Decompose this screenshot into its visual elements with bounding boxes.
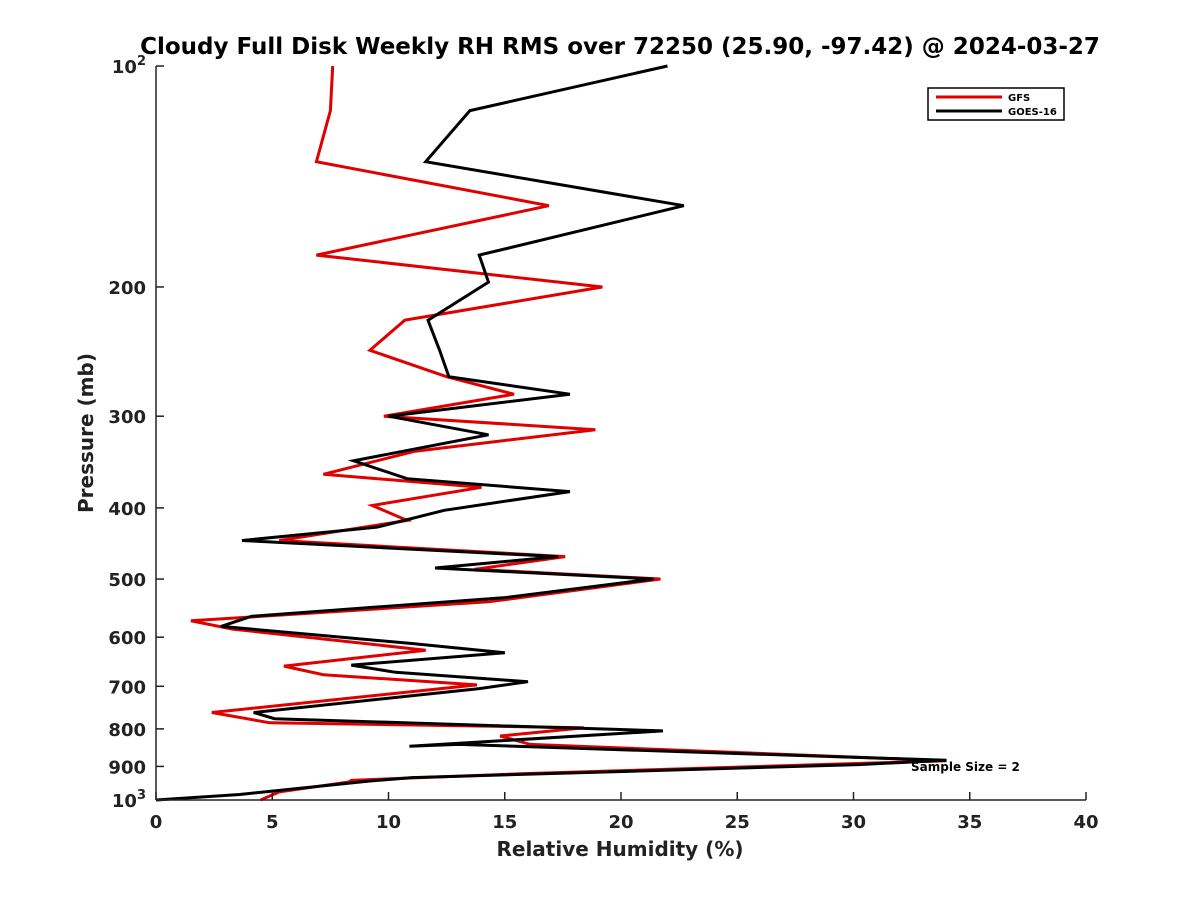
y-tick-label: 103	[112, 788, 146, 812]
y-tick-label: 300	[108, 407, 146, 428]
y-tick-label: 200	[108, 278, 146, 299]
y-tick-label: 700	[108, 677, 146, 698]
x-axis-label: Relative Humidity (%)	[496, 837, 743, 861]
plot-area	[155, 64, 947, 802]
chart-title: Cloudy Full Disk Weekly RH RMS over 7225…	[140, 34, 1100, 60]
series-line-gfs	[190, 65, 947, 802]
x-tick-label: 20	[608, 812, 633, 833]
x-tick-label: 40	[1073, 812, 1098, 833]
x-tick-label: 35	[957, 812, 982, 833]
y-tick-label: 800	[108, 720, 146, 741]
series-line-goes-16	[155, 64, 947, 802]
legend: GFS GOES-16	[927, 87, 1065, 121]
y-tick-label: 900	[108, 757, 146, 778]
axes: 0 5 10 15 20 25 30 35 40 102 200 300 400 500 600 700 800…	[108, 54, 1098, 833]
x-tick-label: 25	[725, 812, 750, 833]
legend-label-goes-16: GOES-16	[1008, 107, 1057, 118]
legend-label-gfs: GFS	[1008, 93, 1030, 104]
y-axis-label: Pressure (mb)	[74, 353, 98, 513]
sample-size-annotation: Sample Size = 2	[911, 760, 1020, 774]
y-tick-label: 600	[108, 628, 146, 649]
x-tick-label: 10	[376, 812, 401, 833]
x-tick-label: 0	[150, 812, 163, 833]
y-tick-label: 102	[112, 54, 146, 78]
legend-box	[927, 87, 1065, 121]
x-tick-label: 30	[841, 812, 866, 833]
x-tick-label: 5	[266, 812, 279, 833]
y-tick-label: 400	[108, 499, 146, 520]
x-tick-label: 15	[492, 812, 517, 833]
y-tick-label: 500	[108, 570, 146, 591]
